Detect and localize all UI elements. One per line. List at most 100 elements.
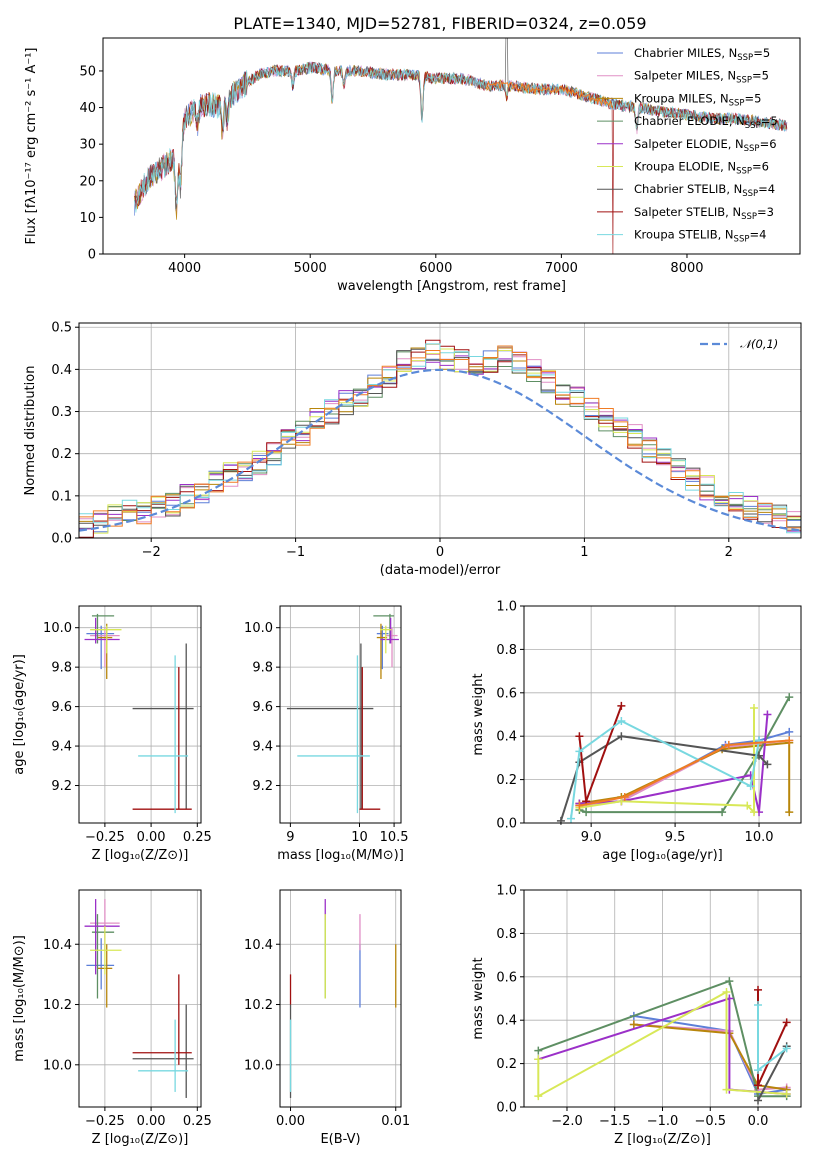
spectrum-frame xyxy=(102,37,801,255)
residuals-ytick-label: 0.5 xyxy=(51,321,72,336)
mass-weight-vs-age-line-kroupa-elodie xyxy=(579,708,755,815)
residuals-gaussian-curve xyxy=(78,368,802,532)
residuals-ytick-label: 0.1 xyxy=(51,489,72,504)
spectrum-legend-count: =6 xyxy=(752,160,769,174)
mass-weight-vs-age-ylabel: mass weight xyxy=(471,673,486,755)
spectrum-xtick-label: 4000 xyxy=(168,261,201,276)
mass-weight-vs-age-marker-orange xyxy=(724,740,733,749)
age-vs-mass-xtick-label: 9 xyxy=(286,830,294,845)
spectrum-legend-count: =3 xyxy=(757,205,774,219)
age-vs-mass-ytick-label: 9.2 xyxy=(252,779,273,794)
mass-weight-vs-age-marker-chabrier-stelib xyxy=(763,760,772,769)
mass-vs-Z-xtick-label: 0.25 xyxy=(183,1114,212,1129)
mass-weight-vs-age-xtick-label: 9.5 xyxy=(665,830,686,845)
mass-weight-vs-Z-xtick-label: −2.0 xyxy=(551,1114,583,1129)
spectrum-ytick-label: 40 xyxy=(79,101,96,116)
age-vs-Z-xlabel: Z [log₁₀(Z/Z⊙)] xyxy=(92,848,189,863)
mass-weight-vs-age-marker-chabrier-elodie xyxy=(582,808,591,817)
spectrum-legend-n: , N xyxy=(720,69,736,83)
mass-weight-vs-Z-line-kroupa-stelib xyxy=(757,1005,788,1073)
mass-weight-vs-Z-xtick-label: −1.0 xyxy=(647,1114,679,1129)
mass-weight-vs-Z-marker-salpeter-stelib xyxy=(754,985,763,994)
spectrum-legend-sub: SSP xyxy=(736,167,752,177)
mass-vs-Z-ylabel: mass [log₁₀(M/M⊙)] xyxy=(12,935,27,1062)
spectrum-legend-entry: Chabrier MILES, NSSP=5 xyxy=(634,46,770,63)
mass-weight-vs-age-line-salpeter-elodie xyxy=(579,714,769,813)
age-vs-Z-ylabel: age [log₁₀(age/yr)] xyxy=(12,654,27,775)
spectrum-legend-sub: SSP xyxy=(742,189,758,199)
mass-weight-vs-Z-line-salpeter-stelib xyxy=(757,989,788,1086)
residuals-xtick-label: 1 xyxy=(580,545,588,560)
residuals-hist-salpeter-elodie xyxy=(79,351,801,532)
mass-vs-ebv-ytick-label: 10.4 xyxy=(244,938,273,953)
mass-weight-vs-Z-line-chabrier-stelib xyxy=(757,1045,788,1101)
spectrum-legend-entry: Kroupa MILES, NSSP=5 xyxy=(634,91,761,108)
residuals-xlabel: (data-model)/error xyxy=(380,563,501,578)
mass-weight-vs-Z-marker-salpeter-stelib xyxy=(782,1018,791,1027)
spectrum-series-model-orange xyxy=(485,81,613,108)
spectrum-legend-entry: Salpeter STELIB, NSSP=3 xyxy=(634,205,774,222)
mass-weight-vs-Z-marker-kroupa-stelib xyxy=(782,1044,791,1053)
mass-vs-ebv-ytick-label: 10.2 xyxy=(244,998,273,1013)
mass-weight-vs-age-line-orange xyxy=(579,739,790,807)
mass-weight-vs-Z-ytick-label: 0.6 xyxy=(496,970,517,985)
mass-weight-vs-Z-marker-chabrier-elodie xyxy=(725,977,734,986)
mass-vs-ebv-chart: 0.00 0.01 10.0 10.2 10.4 E(B-V) xyxy=(244,889,410,1147)
mass-weight-vs-Z-marker-kroupa-elodie xyxy=(534,1092,543,1101)
spectrum-legend-entry: Salpeter MILES, NSSP=5 xyxy=(634,69,769,86)
age-vs-Z-ytick-label: 9.8 xyxy=(51,661,72,676)
spectrum-series-kroupa-stelib xyxy=(134,62,787,213)
mass-weight-vs-Z-marker-kroupa-elodie xyxy=(534,1055,543,1064)
mass-weight-vs-Z-marker-kroupa-stelib xyxy=(754,1066,763,1075)
spectrum-legend-n: , N xyxy=(713,91,729,105)
spectrum-ytick-label: 30 xyxy=(79,138,96,153)
mass-vs-ebv-xtick-label: 0.01 xyxy=(381,1114,410,1129)
age-vs-mass-ytick-label: 10.0 xyxy=(244,621,273,636)
figure-title: PLATE=1340, MJD=52781, FIBERID=0324, z=0… xyxy=(233,14,646,33)
mass-weight-vs-Z-ytick-label: 0.2 xyxy=(496,1057,517,1072)
mass-weight-vs-Z-marker-chabrier-elodie xyxy=(534,1046,543,1055)
spectrum-legend-sub: SSP xyxy=(744,144,760,154)
age-vs-mass-ytick-label: 9.6 xyxy=(252,700,273,715)
mass-weight-vs-age-ytick-label: 0.2 xyxy=(496,773,517,788)
mass-weight-vs-age-marker-chabrier-elodie xyxy=(785,693,794,702)
spectrum-legend-entry: Kroupa STELIB, NSSP=4 xyxy=(634,228,766,245)
spectrum-legend-n: , N xyxy=(729,114,745,128)
spectrum-legend-name: Chabrier MILES xyxy=(634,46,721,60)
mass-weight-vs-age-marker-chabrier-elodie xyxy=(718,808,727,817)
mass-vs-Z-ytick-label: 10.0 xyxy=(43,1058,72,1073)
age-vs-metallicity-chart: −0.25 0.00 0.25 9.2 9.4 9.6 9.8 10.0 Z [log₁₀(Z/… xyxy=(12,605,212,863)
residuals-ytick-label: 0.2 xyxy=(51,447,72,462)
mass-weight-vs-age-marker-kroupa-stelib xyxy=(746,782,755,791)
mass-weight-vs-age-marker-kroupa-elodie xyxy=(743,801,752,810)
mass-weight-vs-Z-marker-chabrier-stelib xyxy=(754,1096,763,1105)
mass-weight-vs-age-ytick-label: 0.8 xyxy=(496,643,517,658)
age-vs-Z-xtick-label: 0.25 xyxy=(183,830,212,845)
mass-weight-vs-Z-xtick-label: 0.0 xyxy=(748,1114,769,1129)
mass-weight-vs-Z-marker-kroupa-elodie xyxy=(782,1089,791,1098)
mass-vs-Z-xtick-label: 0.00 xyxy=(137,1114,166,1129)
mass-weight-vs-age-chart: 9.0 9.5 10.0 0.0 0.2 0.4 0.6 0.8 1.0 age [log₁₀(a… xyxy=(471,600,802,863)
spectrum-legend-n: , N xyxy=(718,228,734,242)
spectrum-ytick-label: 10 xyxy=(79,211,96,226)
age-vs-mass-xlabel: mass [log₁₀(M/M⊙)] xyxy=(277,848,404,863)
spectrum-ylabel: Flux [fλ10⁻¹⁷ erg cm⁻² s⁻¹ A⁻¹] xyxy=(24,48,39,245)
spectrum-xlabel: wavelength [Angstrom, rest frame] xyxy=(337,279,566,294)
spectrum-legend-count: =5 xyxy=(744,91,761,105)
spectrum-xtick-label: 7000 xyxy=(545,261,578,276)
mass-weight-vs-age-marker-salpeter-elodie xyxy=(763,710,772,719)
mass-vs-ebv-frame xyxy=(279,889,402,1108)
mass-weight-vs-metallicity-chart: −2.0 −1.5 −1.0 −0.5 0.0 0.0 0.2 0.4 0.6 0.8 1.0 Z [… xyxy=(471,884,802,1147)
spectrum-ytick-label: 20 xyxy=(79,174,96,189)
mass-weight-vs-age-marker-salpeter-stelib xyxy=(575,732,584,741)
age-vs-mass-frame xyxy=(279,605,402,824)
spectrum-xtick-label: 8000 xyxy=(670,261,703,276)
mass-weight-vs-Z-marker-kroupa-miles xyxy=(629,1020,638,1029)
mass-vs-Z-xtick-label: −0.25 xyxy=(85,1114,125,1129)
mass-weight-vs-age-marker-kroupa-miles xyxy=(785,808,794,817)
spectrum-legend-entry: Kroupa ELODIE, NSSP=6 xyxy=(634,160,769,177)
mass-weight-vs-age-frame xyxy=(523,605,802,824)
age-vs-Z-xtick-label: 0.00 xyxy=(137,830,166,845)
spectrum-legend-count: =5 xyxy=(752,69,769,83)
